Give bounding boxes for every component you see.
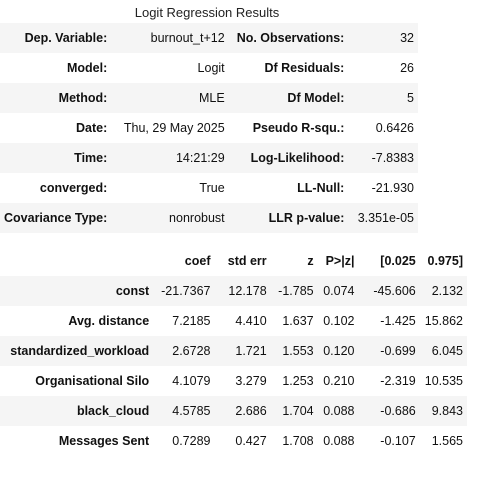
table-row: const -21.7367 12.178 -1.785 0.074 -45.6…: [0, 276, 467, 306]
table-cell: 0.7289: [172, 434, 211, 448]
table-cell: 1.708: [282, 434, 314, 448]
table-cell: 1.721: [235, 344, 267, 358]
summary-value: 0.6426: [375, 121, 414, 135]
summary-row: Covariance Type: nonrobust LLR p-value: …: [0, 203, 418, 233]
table-cell: 6.045: [431, 344, 463, 358]
summary-value: True: [199, 181, 225, 195]
table-cell: 1.553: [282, 344, 314, 358]
table-cell: 0.120: [323, 344, 355, 358]
table-cell: 10.535: [424, 374, 463, 388]
table-cell: -21.7367: [161, 284, 211, 298]
table-cell: 9.843: [431, 404, 463, 418]
summary-value: nonrobust: [169, 211, 225, 225]
summary-value: Logit: [197, 61, 225, 75]
table-cell: 2.686: [235, 404, 267, 418]
summary-value: MLE: [198, 91, 225, 105]
table-cell: 12.178: [228, 284, 267, 298]
table-cell: 2.6728: [172, 344, 211, 358]
summary-row: Model: Logit Df Residuals: 26: [0, 53, 418, 83]
summary-label: LLR p-value:: [268, 211, 345, 225]
table-cell: 4.5785: [172, 404, 211, 418]
table-cell: 0.427: [235, 434, 267, 448]
row-label: const: [115, 284, 150, 298]
row-label: standardized_workload: [10, 344, 150, 358]
table-cell: 15.862: [424, 314, 463, 328]
table-cell: 0.088: [323, 434, 355, 448]
table-cell: 0.074: [323, 284, 355, 298]
summary-label: No. Observations:: [236, 31, 345, 45]
summary-label: Date:: [76, 121, 108, 135]
summary-label: converged:: [39, 181, 108, 195]
table-row: Avg. distance 7.2185 4.410 1.637 0.102 -…: [0, 306, 467, 336]
column-header: std err: [227, 254, 267, 268]
summary-label: Log-Likelihood:: [250, 151, 345, 165]
summary-value: 5: [407, 91, 414, 105]
column-header: 0.975]: [427, 254, 463, 268]
model-summary-table: Dep. Variable: burnout_t+12 No. Observat…: [0, 23, 418, 233]
table-cell: 7.2185: [172, 314, 211, 328]
table-row: Organisational Silo 4.1079 3.279 1.253 0…: [0, 366, 467, 396]
summary-value: -7.8383: [371, 151, 414, 165]
column-header: coef: [184, 254, 211, 268]
table-cell: 1.637: [282, 314, 314, 328]
summary-label: Df Model:: [287, 91, 345, 105]
table-cell: 4.1079: [172, 374, 211, 388]
summary-value: 14:21:29: [175, 151, 225, 165]
table-cell: -1.425: [380, 314, 416, 328]
summary-label: LL-Null:: [297, 181, 345, 195]
summary-value: Thu, 29 May 2025: [123, 121, 225, 135]
coefficient-table: coef std err z P>|z| [0.025 0.975] const…: [0, 246, 467, 456]
table-caption: Logit Regression Results: [134, 5, 280, 20]
summary-row: Dep. Variable: burnout_t+12 No. Observat…: [0, 23, 418, 53]
summary-row: Method: MLE Df Model: 5: [0, 83, 418, 113]
table-cell: 4.410: [235, 314, 267, 328]
table-cell: -1.785: [278, 284, 314, 298]
table-row: standardized_workload 2.6728 1.721 1.553…: [0, 336, 467, 366]
table-cell: -0.686: [380, 404, 416, 418]
summary-value: 26: [400, 61, 414, 75]
summary-label: Method:: [58, 91, 108, 105]
summary-row: Date: Thu, 29 May 2025 Pseudo R-squ.: 0.…: [0, 113, 418, 143]
table-cell: 1.565: [431, 434, 463, 448]
table-cell: -45.606: [373, 284, 416, 298]
row-label: Messages Sent: [58, 434, 150, 448]
summary-label: Df Residuals:: [264, 61, 345, 75]
row-label: Avg. distance: [68, 314, 150, 328]
table-cell: 1.253: [282, 374, 314, 388]
table-cell: 0.210: [323, 374, 355, 388]
summary-value: -21.930: [371, 181, 414, 195]
coefficient-header-row: coef std err z P>|z| [0.025 0.975]: [0, 246, 467, 276]
table-cell: 1.704: [282, 404, 314, 418]
row-label: black_cloud: [76, 404, 150, 418]
summary-label: Covariance Type:: [4, 211, 108, 225]
summary-label: Time:: [74, 151, 108, 165]
row-label: Organisational Silo: [35, 374, 150, 388]
table-cell: -0.107: [380, 434, 416, 448]
table-cell: 0.102: [323, 314, 355, 328]
table-cell: -2.319: [380, 374, 416, 388]
summary-value: 32: [400, 31, 414, 45]
column-header: z: [307, 254, 314, 268]
table-row: black_cloud 4.5785 2.686 1.704 0.088 -0.…: [0, 396, 467, 426]
table-row: Messages Sent 0.7289 0.427 1.708 0.088 -…: [0, 426, 467, 456]
summary-row: Time: 14:21:29 Log-Likelihood: -7.8383: [0, 143, 418, 173]
table-cell: -0.699: [380, 344, 416, 358]
summary-value: burnout_t+12: [150, 31, 225, 45]
summary-label: Model:: [67, 61, 108, 75]
table-cell: 0.088: [323, 404, 355, 418]
table-cell: 2.132: [431, 284, 463, 298]
column-header: [0, 246, 153, 276]
column-header: [0.025: [380, 254, 416, 268]
table-cell: 3.279: [235, 374, 267, 388]
summary-label: Dep. Variable:: [24, 31, 108, 45]
column-header: P>|z|: [325, 254, 355, 268]
summary-value: 3.351e-05: [357, 211, 414, 225]
summary-row: converged: True LL-Null: -21.930: [0, 173, 418, 203]
summary-label: Pseudo R-squ.:: [252, 121, 345, 135]
